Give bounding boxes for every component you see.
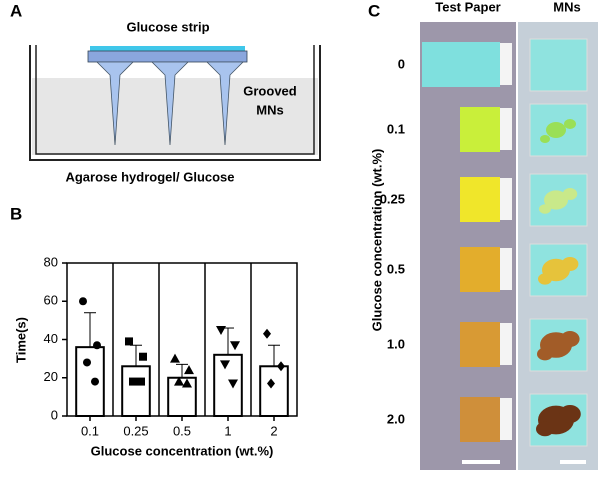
x-tick-label: 0.1 bbox=[81, 423, 99, 438]
row-label: 0.5 bbox=[387, 261, 405, 276]
color-blob bbox=[539, 204, 551, 214]
row-label: 1.0 bbox=[387, 336, 405, 351]
x-tick-label: 1 bbox=[224, 423, 231, 438]
test-strip-tail bbox=[498, 178, 512, 220]
test-strip bbox=[460, 397, 500, 442]
bar bbox=[75, 346, 105, 417]
scale-bar bbox=[560, 460, 586, 464]
color-blob bbox=[564, 119, 576, 129]
row-label: 0 bbox=[398, 56, 405, 71]
x-tick-label: 0.25 bbox=[123, 423, 148, 438]
color-blob bbox=[561, 257, 579, 271]
point bbox=[277, 361, 285, 372]
container-inner bbox=[35, 45, 315, 155]
point bbox=[91, 377, 99, 386]
point bbox=[230, 341, 240, 351]
base-label: Agarose hydrogel/ Glucose bbox=[65, 169, 234, 184]
y-tick-label: 80 bbox=[44, 254, 58, 269]
y-tick-label: 0 bbox=[51, 407, 58, 422]
y-tick-label: 20 bbox=[44, 369, 58, 384]
test-strip bbox=[460, 247, 500, 292]
point bbox=[137, 377, 145, 386]
column-header: MNs bbox=[553, 0, 580, 14]
x-axis-label: Glucose concentration (wt.%) bbox=[91, 443, 274, 458]
test-strip bbox=[460, 177, 500, 222]
point bbox=[267, 378, 275, 389]
container bbox=[29, 45, 321, 161]
panel-label: C bbox=[368, 1, 380, 20]
bar bbox=[259, 365, 289, 417]
point bbox=[174, 376, 184, 386]
panel-label: A bbox=[10, 1, 22, 20]
test-strip bbox=[460, 322, 500, 367]
point bbox=[220, 360, 230, 370]
error-bar bbox=[176, 363, 188, 378]
mn-base bbox=[87, 50, 248, 63]
mn-label: Grooved bbox=[243, 83, 297, 98]
point bbox=[263, 328, 271, 339]
test-strip bbox=[460, 107, 500, 152]
mn-label: MNs bbox=[256, 102, 283, 117]
color-blob bbox=[540, 135, 550, 143]
row-label: 2.0 bbox=[387, 411, 405, 426]
column-header: Test Paper bbox=[435, 0, 501, 14]
point bbox=[125, 337, 133, 346]
point bbox=[79, 297, 87, 306]
test-strip-tail bbox=[498, 43, 512, 85]
y-axis-label: Time(s) bbox=[13, 317, 28, 363]
point bbox=[139, 352, 147, 361]
color-blob bbox=[546, 122, 566, 138]
glucose-strip bbox=[90, 46, 245, 51]
test-strip-tail bbox=[498, 108, 512, 150]
strip-label: Glucose strip bbox=[126, 19, 209, 34]
color-blob bbox=[560, 331, 580, 347]
error-bar bbox=[84, 312, 96, 348]
photos: 0 0.1 0.25 0.5 1.0 2.0 bbox=[380, 38, 588, 447]
plot: 0 20 40 60 80 0.1 0.25 0.5 1 2 bbox=[44, 254, 298, 438]
point bbox=[182, 378, 192, 388]
y-tick-label: 40 bbox=[44, 331, 58, 346]
row-label: 0.1 bbox=[387, 121, 405, 136]
photo-bg bbox=[420, 22, 516, 470]
mn-patch bbox=[529, 38, 588, 92]
point bbox=[170, 353, 180, 363]
y-tick-label: 60 bbox=[44, 293, 58, 308]
x-tick-label: 0.5 bbox=[173, 423, 191, 438]
hydrogel bbox=[32, 78, 318, 155]
color-blob bbox=[538, 273, 552, 285]
test-strip-tail bbox=[498, 323, 512, 365]
point bbox=[216, 325, 226, 335]
row-label: 0.25 bbox=[380, 191, 405, 206]
test-strip bbox=[422, 42, 500, 87]
color-blob bbox=[537, 347, 553, 361]
color-blob bbox=[544, 190, 568, 210]
point bbox=[129, 377, 137, 386]
color-blob bbox=[559, 405, 581, 423]
point bbox=[184, 365, 194, 375]
test-strip-tail bbox=[498, 398, 512, 440]
color-blob bbox=[536, 421, 554, 437]
x-tick-label: 2 bbox=[270, 423, 277, 438]
color-blob bbox=[562, 188, 578, 200]
point bbox=[228, 379, 238, 389]
panel-label: B bbox=[10, 204, 22, 223]
test-strip-tail bbox=[498, 248, 512, 290]
point bbox=[93, 341, 101, 350]
bar bbox=[213, 353, 243, 417]
microneedles bbox=[96, 61, 244, 146]
y-axis-label: Glucose concentration (wt.%) bbox=[369, 149, 384, 332]
error-bar bbox=[268, 344, 280, 367]
bar bbox=[121, 365, 151, 417]
scale-bar bbox=[462, 460, 500, 464]
point bbox=[83, 358, 91, 367]
